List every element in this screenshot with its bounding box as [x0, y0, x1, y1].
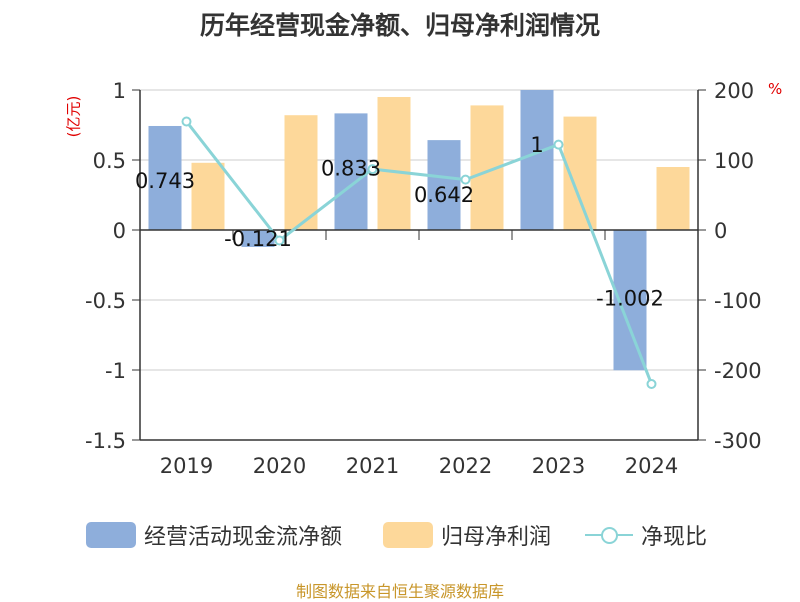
left-tick-label: 0 [113, 219, 126, 243]
left-tick-label: 1 [113, 79, 126, 103]
right-axis-unit: % [768, 80, 783, 98]
data-label-cashflow: 1 [530, 133, 543, 157]
legend-label-net-profit: 归母净利润 [441, 525, 552, 550]
bar-cashflow [241, 230, 275, 247]
bar-net-profit [284, 115, 318, 230]
right-tick-label: -200 [714, 359, 762, 383]
ratio-point [460, 174, 471, 185]
right-tick-label: 0 [714, 219, 727, 243]
left-tick-label: -1.5 [85, 429, 126, 453]
legend-swatch-ratio [585, 522, 633, 548]
data-label-cashflow: -1.002 [596, 286, 664, 310]
right-tick-label: -100 [714, 289, 762, 313]
legend-label-cashflow: 经营活动现金流净额 [144, 525, 343, 550]
ratio-point [274, 235, 285, 246]
left-tick-label: 0.5 [93, 149, 126, 173]
right-tick-label: -300 [714, 429, 762, 453]
ratio-point [181, 116, 192, 127]
left-tick-label: -1 [105, 359, 126, 383]
x-tick-label: 2022 [439, 454, 492, 478]
ratio-line [185, 120, 653, 385]
data-label-cashflow: -0.121 [224, 227, 292, 251]
legend-item-cashflow[interactable]: 经营活动现金流净额 [86, 515, 342, 555]
chart-title: 历年经营现金净额、归母净利润情况 [199, 11, 600, 40]
left-tick-label: -0.5 [85, 289, 126, 313]
legend-swatch-net-profit [383, 522, 433, 548]
legend-item-ratio[interactable]: 净现比 [585, 515, 707, 555]
ratio-point [553, 139, 564, 150]
x-tick-label: 2019 [160, 454, 213, 478]
bar-net-profit [377, 97, 411, 230]
bar-cashflow [148, 125, 182, 230]
data-source-note: 制图数据来自恒生聚源数据库 [295, 582, 504, 601]
legend-label-ratio: 净现比 [641, 525, 708, 550]
x-tick-label: 2023 [532, 454, 585, 478]
x-tick-label: 2024 [625, 454, 678, 478]
data-label-cashflow: 0.833 [321, 156, 381, 180]
right-tick-label: 100 [714, 149, 754, 173]
legend: 经营活动现金流净额 归母净利润 净现比 [0, 515, 800, 555]
data-label-cashflow: 0.642 [414, 183, 474, 207]
bar-cashflow [520, 90, 554, 230]
bar-net-profit [656, 167, 690, 230]
right-tick-label: 200 [714, 79, 754, 103]
x-tick-label: 2021 [346, 454, 399, 478]
ratio-point [367, 164, 378, 175]
data-label-cashflow: 0.743 [135, 169, 195, 193]
bar-net-profit [191, 162, 225, 230]
bar-cashflow [427, 140, 461, 230]
x-tick-label: 2020 [253, 454, 306, 478]
ratio-point [646, 379, 657, 389]
legend-item-net-profit[interactable]: 归母净利润 [383, 515, 551, 555]
legend-swatch-cashflow [86, 522, 136, 548]
bar-cashflow [334, 113, 368, 230]
